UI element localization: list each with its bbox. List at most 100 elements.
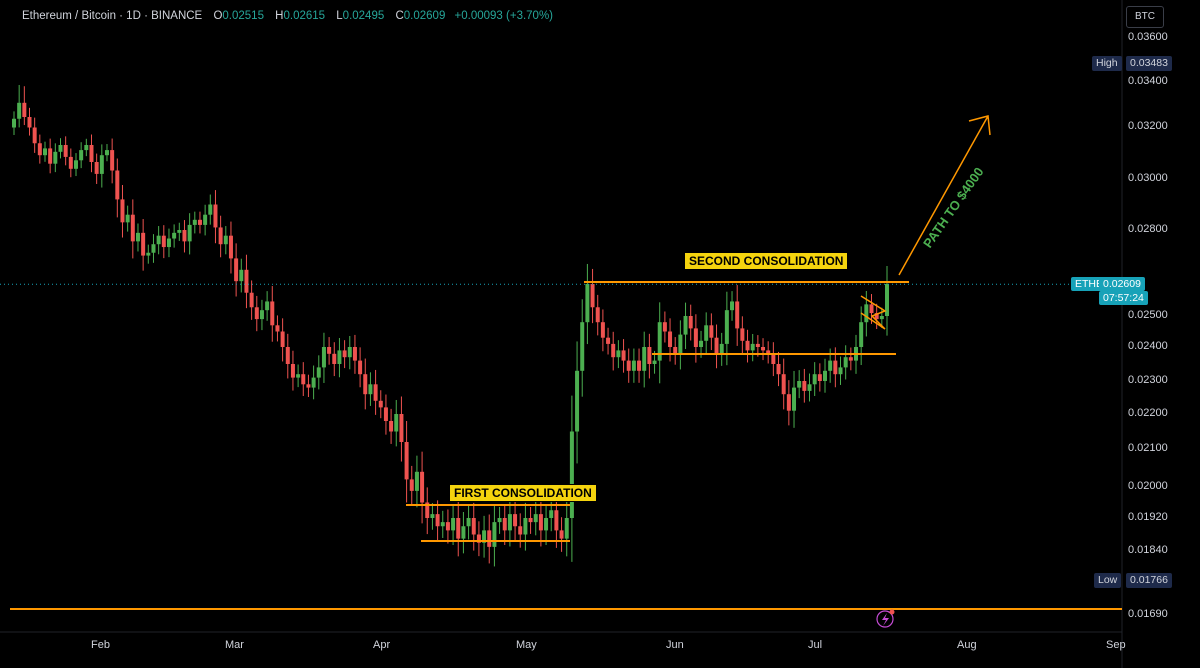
candle-body <box>435 514 440 527</box>
candle-body <box>456 518 461 539</box>
candle-body <box>451 518 456 531</box>
candle-body <box>683 316 688 335</box>
symbol-header: Ethereum / Bitcoin · 1D · BINANCE O0.025… <box>22 10 553 22</box>
time-tick-label: Sep <box>1106 639 1126 651</box>
candle-body <box>172 232 177 239</box>
candle-body <box>631 360 636 371</box>
candle-body <box>135 232 140 242</box>
candle-body <box>885 284 889 316</box>
candle-body <box>203 214 208 225</box>
path-arrow-head <box>968 115 991 136</box>
candle-body <box>378 400 383 408</box>
countdown-tag: 07:57:24 <box>1099 291 1148 305</box>
price-tick-label: 0.01840 <box>1128 544 1168 556</box>
candle-body <box>342 350 347 358</box>
last-price-tag: 0.02609 <box>1099 277 1145 291</box>
candle-body <box>848 357 853 361</box>
candle-body <box>807 384 812 391</box>
candle-body <box>327 347 332 354</box>
time-tick-label: Mar <box>225 639 244 651</box>
candle-body <box>487 530 492 547</box>
candle-body <box>544 518 549 531</box>
candle-body <box>600 322 605 338</box>
price-tick-label: 0.02800 <box>1128 223 1168 235</box>
candle-body <box>208 204 213 215</box>
high-value-tag: 0.03483 <box>1126 56 1172 71</box>
candle-body <box>42 148 47 156</box>
candle-body <box>306 384 311 388</box>
candle-body <box>647 347 652 364</box>
candle-body <box>192 219 197 225</box>
candle-body <box>265 301 270 311</box>
candle-body <box>704 325 709 341</box>
candle-body <box>626 360 631 371</box>
candle-body <box>652 360 657 364</box>
candle-body <box>425 502 430 518</box>
candle-body <box>662 322 667 332</box>
candle-body <box>249 292 254 308</box>
candle-body <box>275 325 280 332</box>
candle-body <box>12 118 16 128</box>
currency-button[interactable]: BTC <box>1126 6 1164 28</box>
candle-body <box>766 350 771 354</box>
candle-body <box>828 360 833 371</box>
candle-body <box>48 148 53 164</box>
candle-body <box>244 269 249 293</box>
candle-body <box>528 518 533 523</box>
candle-body <box>254 307 259 320</box>
candle-body <box>476 534 481 543</box>
candle-body <box>802 381 807 391</box>
time-tick-label: May <box>516 639 537 651</box>
close-value: 0.02609 <box>403 10 446 22</box>
candle-body <box>53 151 58 164</box>
candle-body <box>301 374 306 385</box>
candle-body <box>523 518 528 535</box>
candle-body <box>595 307 600 323</box>
candle-body <box>642 347 647 371</box>
candle-body <box>559 530 564 539</box>
candle-body <box>786 394 791 411</box>
candle-body <box>668 331 673 347</box>
candle-body <box>156 235 161 245</box>
candle-body <box>735 301 740 329</box>
candle-body <box>218 227 223 245</box>
price-tick-label: 0.03000 <box>1128 172 1168 184</box>
candle-body <box>549 510 554 518</box>
candle-body <box>688 316 693 329</box>
high-value: 0.02615 <box>283 10 326 22</box>
candle-body <box>445 522 450 531</box>
price-tick-label: 0.01920 <box>1128 511 1168 523</box>
candle-body <box>290 364 295 378</box>
low-value: 0.02495 <box>342 10 385 22</box>
candle-body <box>740 328 745 341</box>
time-tick-label: Jun <box>666 639 684 651</box>
candle-body <box>32 127 37 144</box>
candle-body <box>213 204 218 228</box>
candle-body <box>420 471 425 503</box>
candle-body <box>611 343 616 358</box>
price-tick-label: 0.01690 <box>1128 608 1168 620</box>
candle-body <box>745 340 750 351</box>
time-tick-label: Feb <box>91 639 110 651</box>
candle-body <box>197 219 202 225</box>
candle-body <box>73 160 78 169</box>
candle-body <box>621 350 626 361</box>
candle-body <box>538 514 543 531</box>
candle-body <box>673 347 678 354</box>
candle-body <box>879 316 884 320</box>
candle-body <box>270 301 275 326</box>
candle-body <box>414 471 419 491</box>
change-value: +0.00093 (+3.70%) <box>454 10 554 22</box>
candle-body <box>709 325 714 338</box>
candle-body <box>678 334 683 354</box>
candle-body <box>234 258 239 282</box>
notification-dot <box>889 609 895 615</box>
candle-body <box>564 518 569 539</box>
candle-body <box>440 522 445 527</box>
low-label: L <box>336 10 343 22</box>
candle-body <box>843 357 848 368</box>
candle-body <box>750 343 755 351</box>
candle-body <box>699 340 704 347</box>
